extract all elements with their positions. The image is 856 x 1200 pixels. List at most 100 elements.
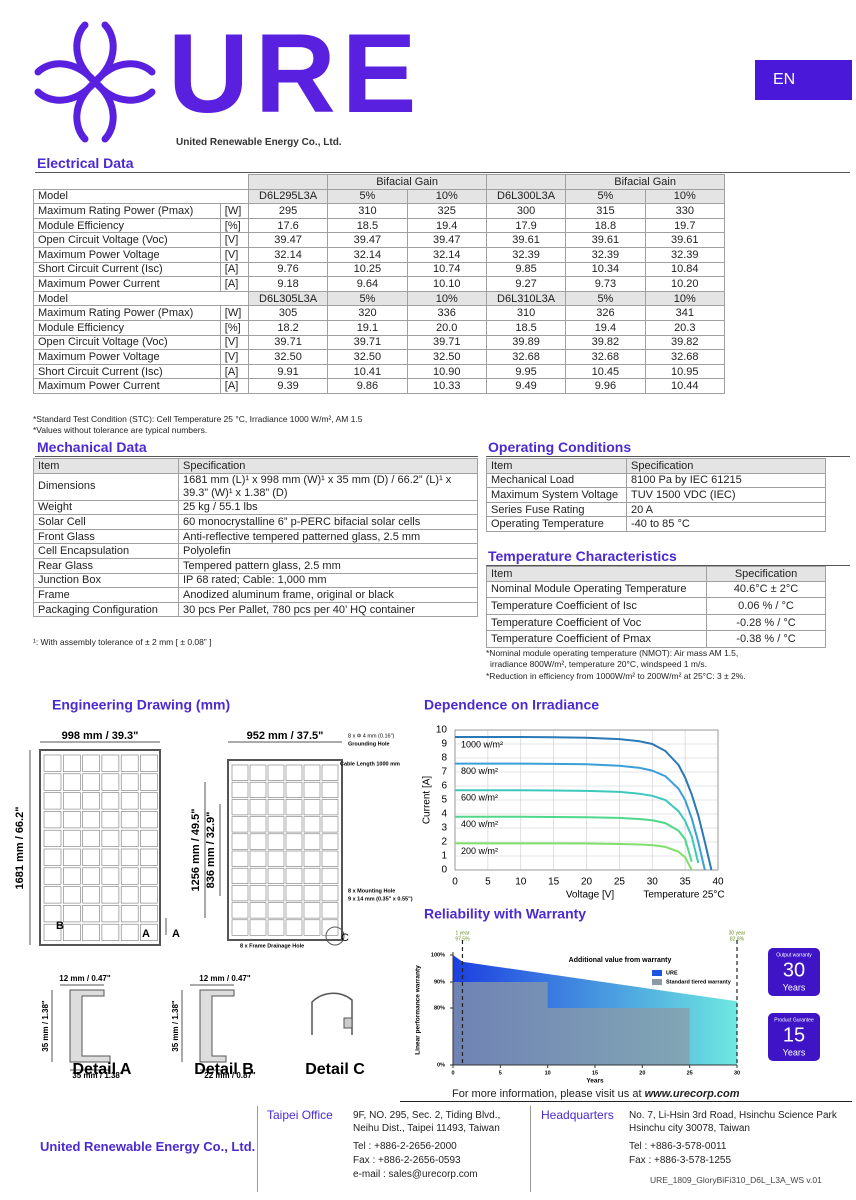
cell — [267, 885, 285, 902]
address-line: Fax : +886-3-578-1255 — [629, 1155, 732, 1166]
dim-label: 35 mm / 1.38" — [171, 1000, 180, 1052]
table-row: Open Circuit Voltage (Voc) [V] 39.47 39.47 3… — [33, 232, 726, 248]
address-line: Tel : +886-3-578-0011 — [629, 1141, 727, 1152]
value: 330 — [644, 203, 726, 219]
unit: [W] — [219, 203, 249, 219]
detail-name: Detail A — [73, 1061, 132, 1078]
section-title: Temperature Characteristics — [488, 548, 677, 564]
spec: Polyolefin — [178, 543, 478, 559]
value: 32.50 — [406, 349, 487, 365]
unit: [A] — [219, 363, 249, 380]
cell — [120, 923, 139, 941]
address-line: Hsinchu city 30078, Taiwan — [629, 1123, 750, 1134]
annotation: 30 year — [729, 930, 746, 936]
table-row: Maximum Power Voltage [V] 32.50 32.50 32.50 3… — [33, 349, 726, 365]
value: 39.82 — [644, 334, 726, 351]
dim-label: 998 mm / 39.3" — [62, 730, 139, 742]
cell — [249, 799, 267, 816]
row-label: Maximum Power Current — [33, 378, 221, 394]
cell — [140, 867, 158, 885]
value: 10.33 — [406, 378, 487, 394]
cell — [120, 867, 139, 885]
cell — [82, 792, 100, 810]
cell — [249, 816, 267, 833]
cell — [101, 754, 120, 772]
language-tag: EN — [755, 60, 852, 100]
cell — [62, 905, 81, 923]
cell — [140, 886, 158, 904]
note: irradiance 800W/m², temperature 20°C, wi… — [490, 659, 707, 669]
cell — [101, 923, 120, 941]
value: 39.89 — [485, 334, 567, 351]
table-row: Temperature Coefficient of Pmax -0.38 % /… — [486, 630, 826, 648]
legend-label: 600 w/m² — [461, 793, 498, 803]
value: 32.14 — [327, 246, 408, 263]
value: 39.71 — [327, 334, 408, 351]
iv-curve — [455, 815, 693, 862]
cell — [285, 799, 303, 816]
value: 39.82 — [565, 334, 646, 351]
cell — [101, 829, 120, 847]
drawing-lines — [29, 741, 353, 1071]
value: 9.76 — [247, 261, 329, 278]
logo-text: URE — [168, 11, 423, 136]
table-row: Short Circuit Current (Isc) [A] 9.76 10.25 1… — [33, 261, 726, 278]
footer-company: United Renewable Energy Co., Ltd. — [40, 1139, 256, 1154]
cell — [267, 816, 285, 833]
cell — [62, 754, 81, 772]
cell — [101, 867, 120, 885]
value: 295 — [247, 203, 329, 219]
badge — [768, 1013, 820, 1061]
y-tick-label: 1 — [441, 851, 447, 862]
lower-graphics: Engineering Drawing (mm) 998 mm / 39.3" … — [14, 697, 820, 1085]
row-label: Module Efficiency — [33, 217, 221, 234]
cell — [43, 754, 62, 772]
spec: -0.28 % / °C — [706, 613, 826, 632]
value: 32.14 — [406, 246, 487, 263]
legend-label: 800 w/m² — [461, 766, 498, 776]
y-tick-label: 90% — [434, 979, 445, 985]
row-label: Maximum Power Voltage — [33, 246, 221, 263]
row-label: Module Efficiency — [33, 319, 221, 336]
unit: [%] — [219, 319, 249, 336]
blank-cell — [34, 175, 249, 190]
cell — [285, 833, 303, 850]
y-tick-label: 2 — [441, 837, 447, 848]
plot-frame — [454, 729, 719, 871]
annotation: 97.5% — [455, 936, 470, 942]
table-row: Junction Box IP 68 rated; Cable: 1,000 mm — [33, 572, 478, 589]
group-header: Bifacial Gain — [327, 174, 487, 190]
value: 19.4 — [406, 217, 487, 234]
spec: 25 kg / 55.1 lbs — [178, 499, 478, 516]
drawing-note: 8 x Φ 4 mm (0.16") — [348, 733, 395, 739]
cell — [62, 867, 81, 885]
x-tick-label: 20 — [581, 877, 593, 888]
value: 39.47 — [327, 232, 408, 248]
x-tick-label: 35 — [680, 877, 692, 888]
value: 39.71 — [406, 334, 487, 351]
detail-name: Detail C — [305, 1061, 365, 1078]
mechanical-table: Item Specification Dimensions 1681 mm (L)¹ … — [33, 458, 478, 618]
y-tick-label: 80% — [434, 1005, 445, 1011]
legend-swatch — [652, 970, 662, 976]
spec: -40 to 85 °C — [626, 516, 826, 532]
cell — [140, 829, 158, 847]
value: 20.0 — [406, 319, 487, 336]
value: 19.1 — [327, 319, 408, 336]
cell — [101, 792, 120, 810]
address-line: Neihu Dist., Taipei 11493, Taiwan — [353, 1123, 500, 1134]
badge — [768, 948, 820, 996]
spec: TUV 1500 VDC (IEC) — [626, 487, 826, 503]
item: Weight — [33, 499, 179, 516]
url[interactable]: www.urecorp.com — [644, 1088, 740, 1100]
y-tick-label: 100% — [431, 952, 445, 958]
cell — [303, 850, 321, 867]
iv-curve — [455, 736, 713, 871]
group-header: Bifacial Gain — [565, 174, 725, 190]
spec: 1681 mm (L)¹ x 998 mm (W)¹ x 35 mm (D) /… — [178, 472, 478, 501]
cell — [303, 919, 321, 936]
spec: Tempered pattern glass, 2.5 mm — [178, 557, 478, 574]
cell — [120, 754, 139, 772]
value: 32.39 — [485, 246, 567, 263]
badge-label: Output warranty — [776, 952, 812, 958]
